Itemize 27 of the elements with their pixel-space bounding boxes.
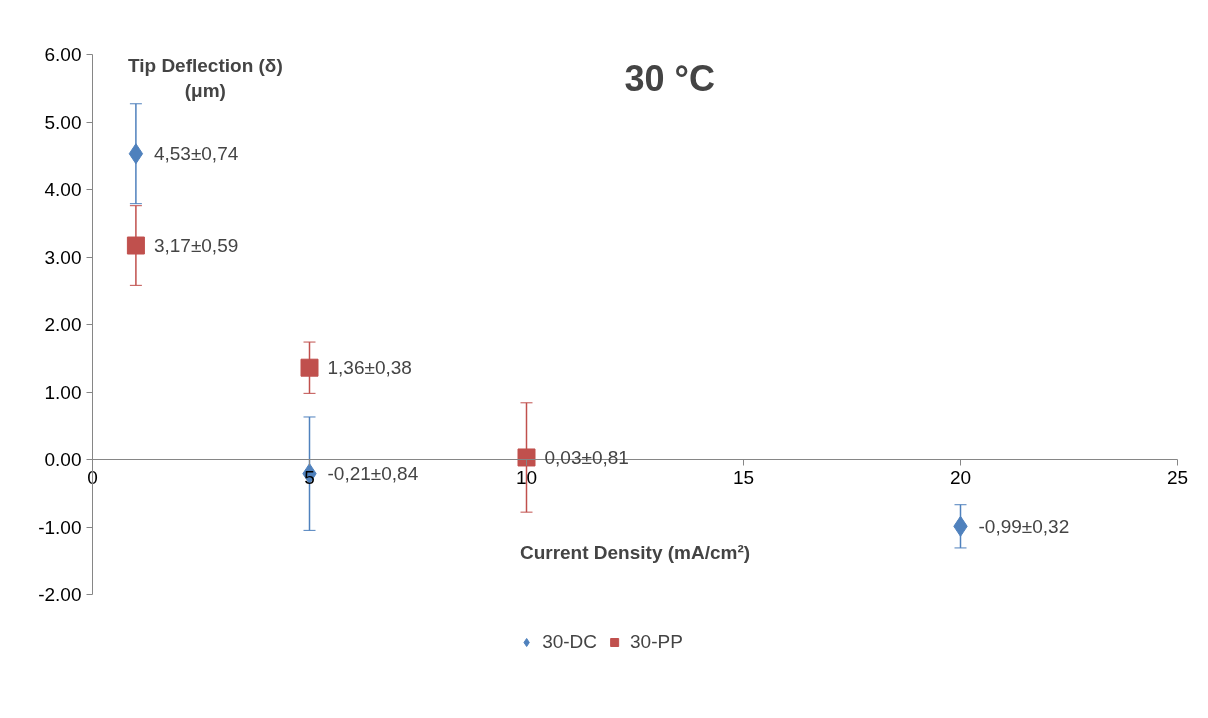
x-tick-label: 15 xyxy=(732,466,755,488)
y-axis-title: Tip Deflection (δ) (μm) xyxy=(127,54,283,101)
x-tick-label: 20 xyxy=(949,466,972,488)
chart-title: 30 °C xyxy=(624,57,715,99)
data-label: 1,36±0,38 xyxy=(327,357,412,379)
y-tick-label: 3.00 xyxy=(44,246,82,268)
point xyxy=(126,236,145,255)
legend-label: 30-DC xyxy=(542,631,598,653)
legend-label: 30-PP xyxy=(630,631,683,653)
y-tick-label: 6.00 xyxy=(44,44,82,65)
data-label: -0,99±0,32 xyxy=(978,515,1070,537)
x-axis-title: Current Density (mA/cm²) xyxy=(519,541,751,563)
point xyxy=(517,448,536,467)
y-tick-label: 0.00 xyxy=(44,449,82,470)
data-label: 3,17±0,59 xyxy=(153,235,239,257)
y-tick-label: -2.00 xyxy=(38,584,82,605)
x-tick-label: 0 xyxy=(87,466,98,488)
y-tick-label: -1.00 xyxy=(38,516,82,538)
data-label: -0,21±0,84 xyxy=(327,463,419,485)
y-tick-label: 4.00 xyxy=(44,179,82,200)
x-tick-label: 25 xyxy=(1166,466,1189,488)
point xyxy=(300,358,319,377)
y-tick-label: 2.00 xyxy=(44,314,82,335)
y-tick-label: 5.00 xyxy=(44,111,82,133)
point xyxy=(128,143,144,165)
data-label: 4,53±0,74 xyxy=(153,143,239,165)
y-tick-label: 1.00 xyxy=(44,381,82,403)
